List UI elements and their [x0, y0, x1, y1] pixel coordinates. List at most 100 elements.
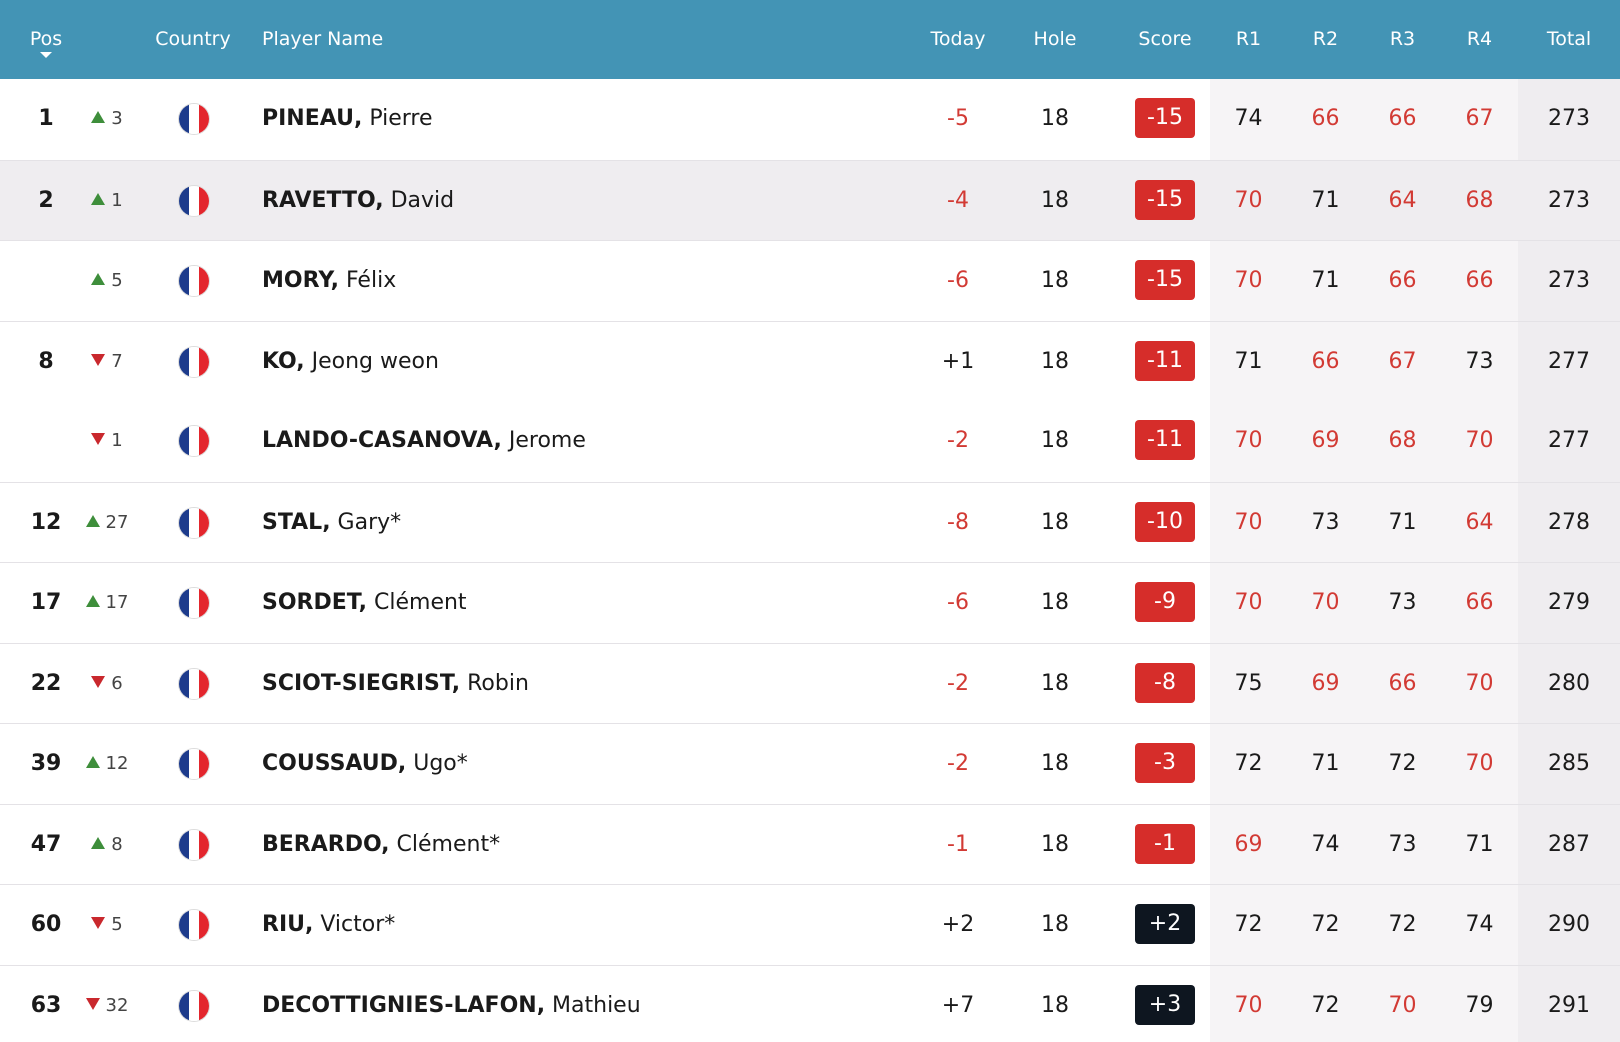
table-row[interactable]: 47 8 BERARDO, Clément* -1 18 -1 69 74 73 71 287 — [0, 803, 1620, 885]
column-header-r4[interactable]: R4 — [1466, 28, 1493, 50]
arrow-up-icon — [91, 111, 106, 123]
france-flag-icon — [179, 266, 209, 296]
arrow-down-icon — [85, 997, 100, 1010]
table-row[interactable]: 12 27 STAL, Gary* -8 18 -10 70 73 71 64 278 — [0, 481, 1620, 563]
table-row[interactable]: 8 7 KO, Jeong weon +1 18 -11 71 66 67 73 277 — [0, 320, 1620, 402]
arrow-up-icon — [91, 273, 106, 285]
player-first-name: David — [383, 187, 455, 213]
hole-value: 18 — [1041, 590, 1069, 615]
player-first-name: Gary* — [330, 509, 402, 535]
player-last-name: SCIOT-SIEGRIST, — [262, 670, 461, 696]
round-r4-score: 70 — [1465, 751, 1494, 776]
position-movement: 1 — [82, 161, 132, 241]
table-row[interactable]: 5 MORY, Félix -6 18 -15 70 71 66 66 273 — [0, 240, 1620, 321]
round-r4-score: 66 — [1465, 590, 1494, 615]
player-last-name: STAL, — [262, 509, 331, 535]
table-row[interactable]: 63 32 DECOTTIGNIES-LAFON, Mathieu +7 18 +3 70 7… — [0, 964, 1620, 1042]
score-cell: -10 — [1115, 483, 1215, 563]
table-row[interactable]: 39 12 COUSSAUD, Ugo* -2 18 -3 72 71 72 70 285 — [0, 723, 1620, 804]
round-r2-score: 71 — [1311, 268, 1340, 293]
table-row[interactable]: 2 1 RAVETTO, David -4 18 -15 70 71 64 68 273 — [0, 159, 1620, 241]
round-r4-score: 70 — [1465, 670, 1494, 696]
round-r4-score: 66 — [1465, 268, 1494, 293]
table-row[interactable]: 1 3 PINEAU, Pierre -5 18 -15 74 66 66 67 273 — [0, 79, 1620, 160]
position-movement: 7 — [82, 322, 132, 402]
column-header-today[interactable]: Today — [930, 28, 986, 50]
caret-down-icon[interactable] — [40, 52, 52, 58]
today-score: -6 — [947, 590, 969, 615]
player-name-link[interactable]: SCIOT-SIEGRIST, Robin — [262, 644, 882, 724]
score-cell: -9 — [1115, 563, 1215, 643]
player-name-link[interactable]: KO, Jeong weon — [262, 322, 882, 402]
player-first-name: Pierre — [362, 106, 433, 131]
round-r3-score: 72 — [1388, 912, 1417, 937]
player-last-name: LANDO-CASANOVA, — [262, 428, 502, 453]
france-flag-icon — [179, 990, 209, 1021]
today-score: -4 — [947, 187, 969, 213]
player-name-link[interactable]: STAL, Gary* — [262, 483, 882, 563]
player-name-link[interactable]: SORDET, Clément — [262, 563, 882, 643]
france-flag-icon — [179, 104, 209, 134]
total-score: 287 — [1548, 831, 1590, 857]
today-score: -8 — [947, 509, 969, 535]
column-header-r1[interactable]: R1 — [1235, 28, 1262, 50]
score-badge: -1 — [1135, 823, 1195, 864]
player-last-name: COUSSAUD, — [262, 751, 407, 776]
table-row[interactable]: 17 17 SORDET, Clément -6 18 -9 70 70 73 66 279 — [0, 562, 1620, 643]
round-r3-score: 73 — [1388, 590, 1417, 615]
table-row[interactable]: 22 6 SCIOT-SIEGRIST, Robin -2 18 -8 75 69 66 70 28… — [0, 642, 1620, 724]
france-flag-icon — [179, 426, 209, 456]
round-r4-score: 74 — [1465, 912, 1494, 937]
column-header-country[interactable]: Country — [155, 28, 231, 50]
round-r3-score: 66 — [1388, 670, 1417, 696]
round-r4-score: 73 — [1465, 348, 1494, 374]
player-last-name: SORDET, — [262, 590, 368, 615]
hole-value: 18 — [1041, 670, 1069, 696]
score-cell: -1 — [1115, 805, 1215, 885]
player-name-link[interactable]: PINEAU, Pierre — [262, 79, 882, 159]
round-r3-score: 73 — [1388, 831, 1417, 857]
player-first-name: Jerome — [501, 428, 586, 453]
column-header-total[interactable]: Total — [1546, 28, 1592, 50]
movement-value: 32 — [105, 994, 129, 1016]
score-badge: +2 — [1135, 904, 1195, 944]
arrow-down-icon — [91, 917, 106, 929]
column-header-r3[interactable]: R3 — [1389, 28, 1416, 50]
arrow-down-icon — [91, 433, 106, 445]
total-score: 285 — [1548, 751, 1590, 776]
today-score: +7 — [941, 992, 975, 1018]
column-header-r2[interactable]: R2 — [1312, 28, 1339, 50]
player-name-link[interactable]: LANDO-CASANOVA, Jerome — [262, 401, 882, 481]
player-name-link[interactable]: DECOTTIGNIES-LAFON, Mathieu — [262, 966, 882, 1042]
player-name-link[interactable]: BERARDO, Clément* — [262, 805, 882, 885]
player-last-name: PINEAU, — [262, 106, 363, 131]
table-row[interactable]: 60 5 RIU, Victor* +2 18 +2 72 72 72 74 290 — [0, 884, 1620, 965]
column-header-player-name[interactable]: Player Name — [262, 28, 384, 50]
score-badge: -15 — [1135, 179, 1195, 220]
player-name-link[interactable]: RIU, Victor* — [262, 885, 882, 965]
arrow-down-icon — [91, 353, 106, 366]
position-value: 8 — [38, 348, 54, 374]
score-badge: -9 — [1135, 582, 1195, 622]
round-r2-score: 69 — [1311, 428, 1340, 453]
round-r3-score: 71 — [1388, 509, 1417, 535]
column-header-score[interactable]: Score — [1138, 28, 1192, 50]
hole-value: 18 — [1041, 106, 1069, 131]
column-header-hole[interactable]: Hole — [1033, 28, 1077, 50]
movement-value: 12 — [105, 753, 129, 774]
player-name-link[interactable]: MORY, Félix — [262, 241, 882, 321]
round-r4-score: 70 — [1465, 428, 1494, 453]
player-last-name: KO, — [262, 348, 305, 374]
hole-value: 18 — [1041, 268, 1069, 293]
position-movement: 3 — [82, 79, 132, 159]
position-movement: 5 — [82, 241, 132, 321]
total-score: 279 — [1548, 590, 1590, 615]
round-r2-score: 66 — [1311, 106, 1340, 131]
column-header-pos[interactable]: Pos — [16, 0, 76, 79]
score-badge: -3 — [1135, 743, 1195, 783]
table-row[interactable]: 1 LANDO-CASANOVA, Jerome -2 18 -11 70 69 68 70 27… — [0, 401, 1620, 482]
player-name-link[interactable]: RAVETTO, David — [262, 161, 882, 241]
arrow-up-icon — [85, 595, 100, 607]
player-name-link[interactable]: COUSSAUD, Ugo* — [262, 724, 882, 804]
hole-value: 18 — [1041, 912, 1069, 937]
